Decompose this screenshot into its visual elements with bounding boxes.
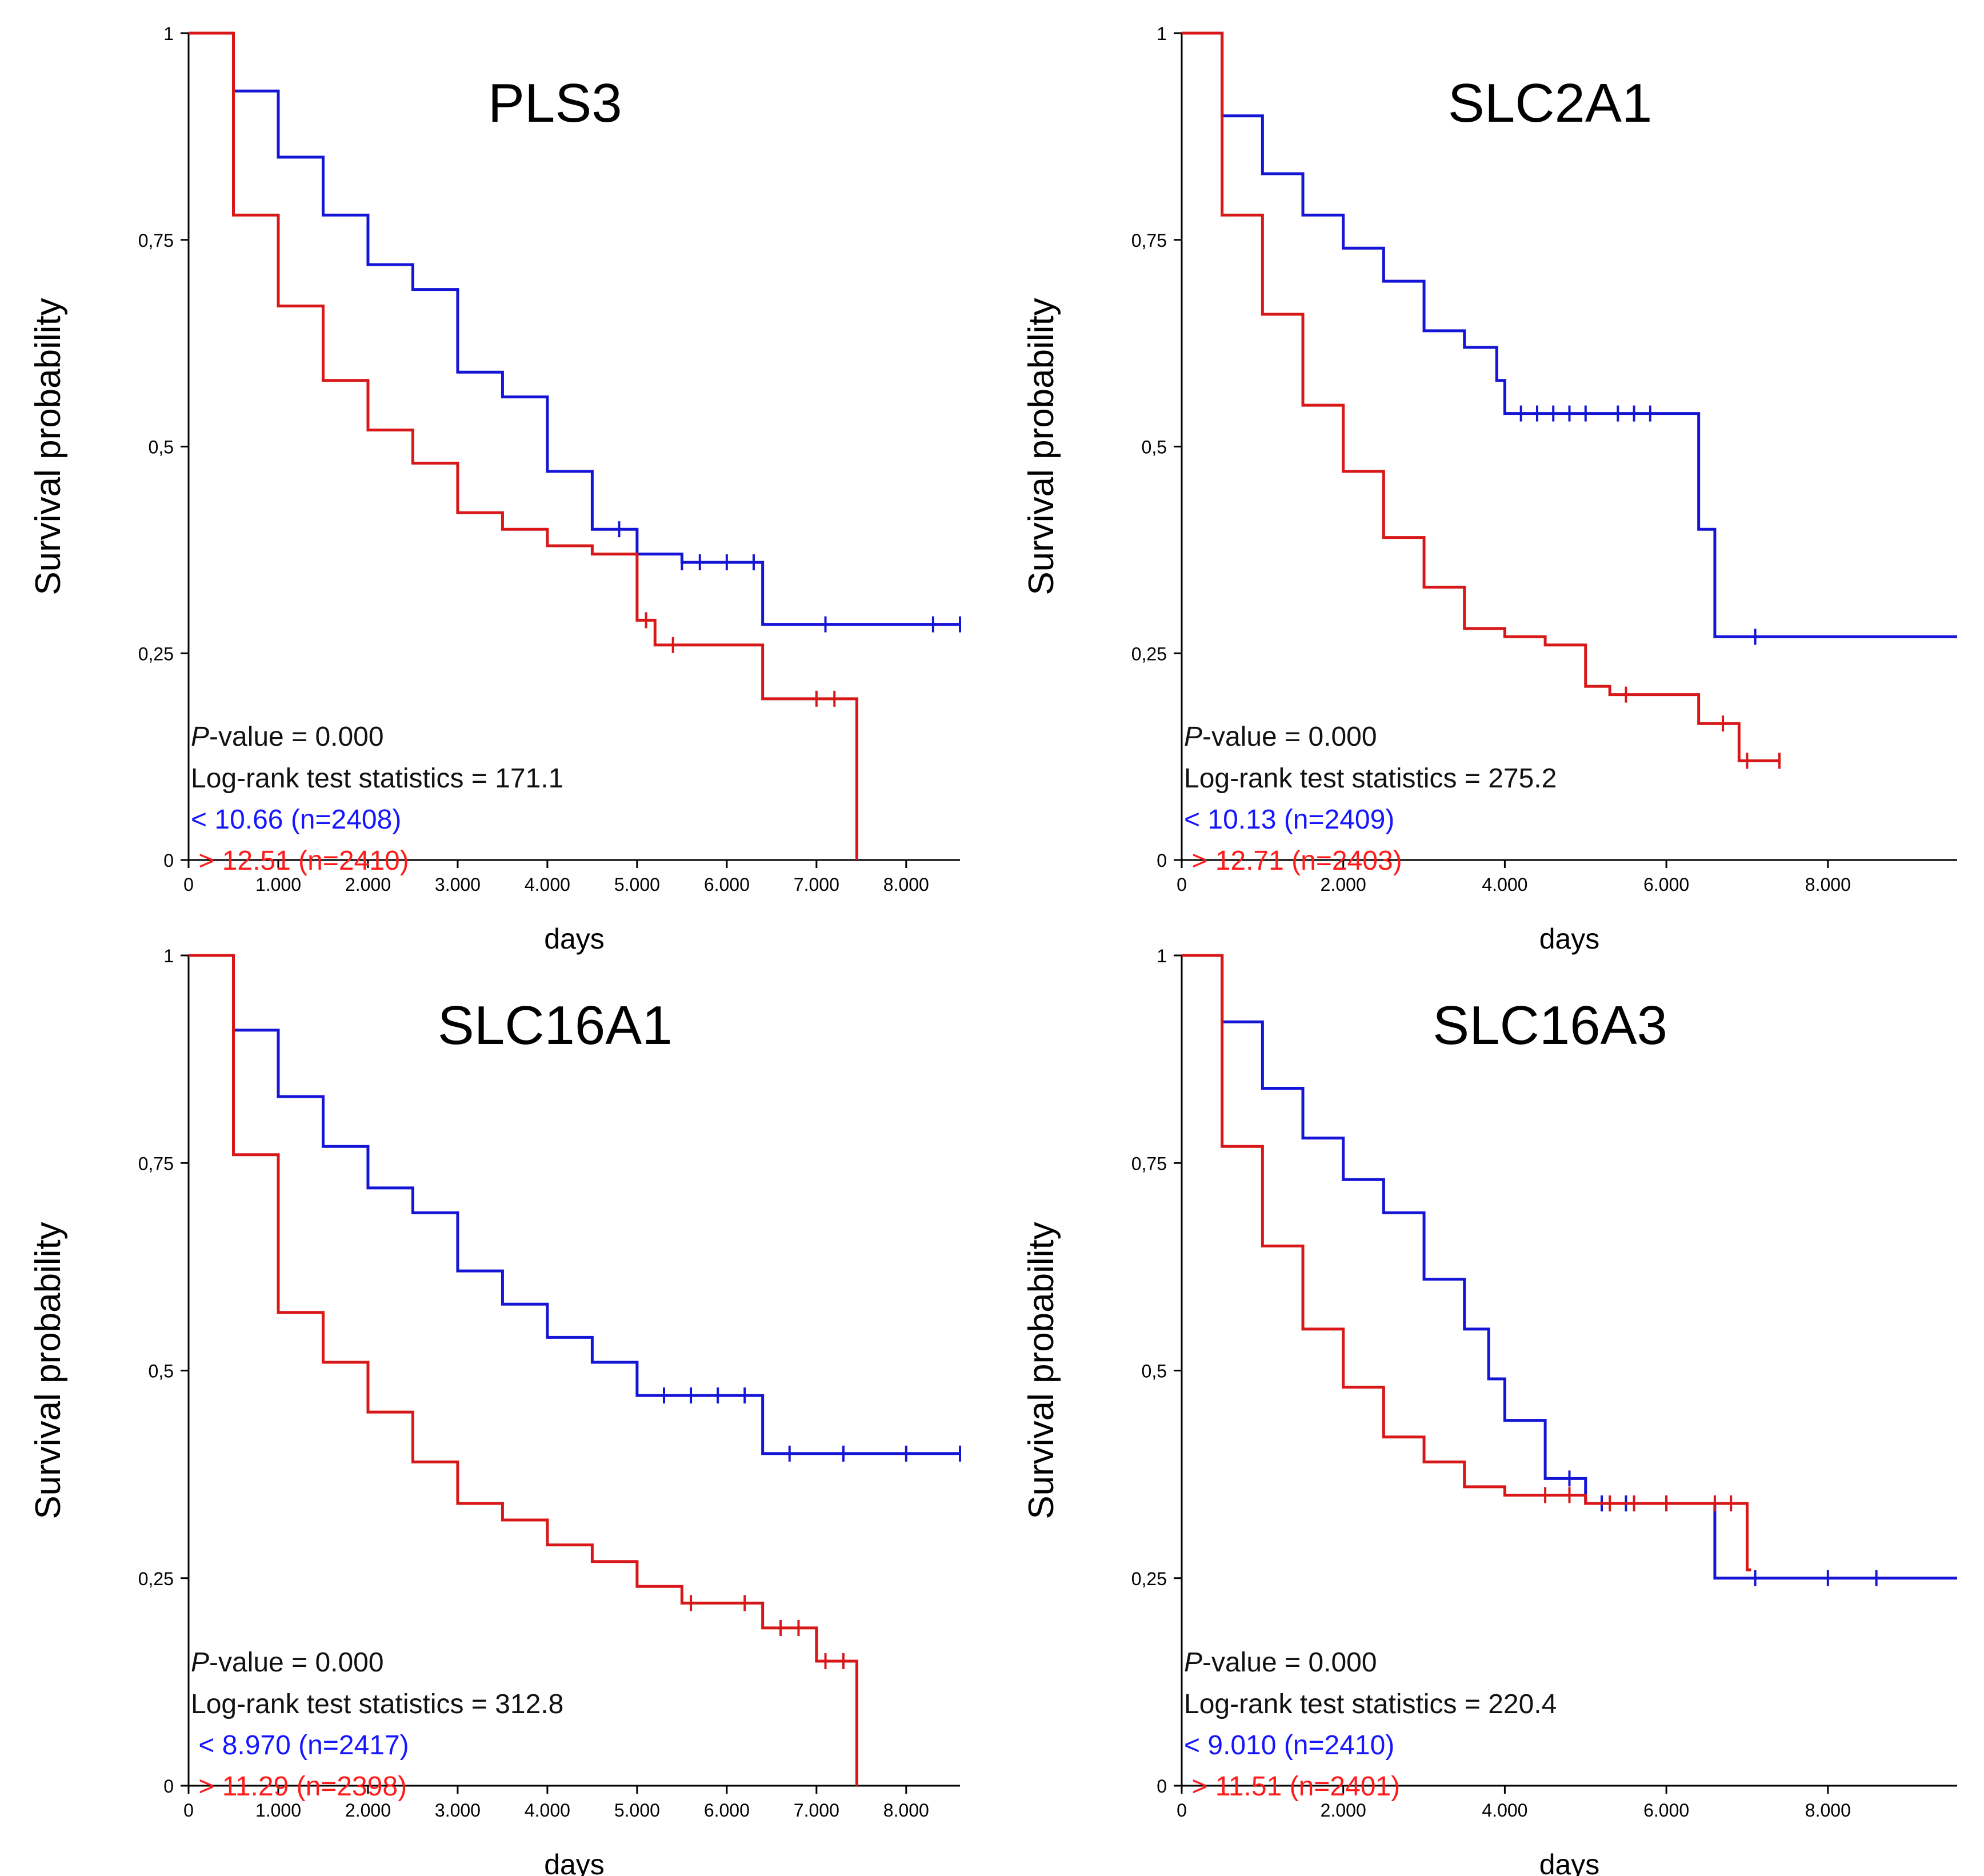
x-tick-label: 0 [1177,874,1187,895]
y-tick-label: 0,5 [149,437,174,458]
x-tick-label: 6.000 [1643,1800,1689,1821]
pvalue-text: P-value = 0.000 [1184,722,1377,752]
x-tick-label: 7.000 [794,874,839,895]
x-tick-label: 6.000 [704,874,750,895]
y-tick-label: 0,25 [1131,1569,1167,1589]
x-tick-label: 4.000 [525,874,570,895]
y-axis-label: Survival probability [1022,1222,1061,1519]
x-axis-label: days [1539,923,1600,955]
x-axis-label: days [544,1849,605,1876]
y-tick-label: 0,25 [138,1569,174,1589]
x-tick-label: 3.000 [435,1800,481,1821]
x-tick-label: 4.000 [525,1800,570,1821]
series-line-high [189,954,858,1786]
logrank-text: Log-rank test statistics = 220.4 [1184,1689,1557,1719]
x-tick-label: 6.000 [704,1800,750,1821]
x-tick-label: 5.000 [614,1800,660,1821]
x-tick-label: 5.000 [614,874,660,895]
pvalue-text: P-value = 0.000 [191,1647,384,1678]
y-tick-label: 0 [1157,850,1167,871]
x-tick-label: 2.000 [345,1800,391,1821]
x-tick-label: 2.000 [345,874,391,895]
x-tick-label: 2.000 [1321,1800,1366,1821]
chart-title: SLC16A1 [438,995,673,1056]
legend-low-expression: < 9.010 (n=2410) [1184,1730,1394,1761]
x-tick-label: 3.000 [435,874,481,895]
y-tick-label: 0,75 [1131,230,1167,251]
x-axis-label: days [544,923,605,955]
pvalue-text: P-value = 0.000 [191,722,384,752]
x-tick-label: 1.000 [255,874,301,895]
y-tick-label: 0 [163,850,174,871]
y-tick-label: 0,5 [1142,1361,1167,1382]
km-panel-1: 0 0,25 0,5 0,75 1 0 1.000 2.000 3.000 4.000 5.000 6… [29,23,961,955]
legend-high-expression: > 11.29 (n=2398) [191,1771,407,1802]
y-axis-label: Survival probability [1022,298,1061,595]
y-tick-label: 0 [163,1776,174,1797]
legend-high-expression: > 12.51 (n=2410) [191,846,409,876]
y-tick-label: 1 [1157,23,1167,44]
chart-title: PLS3 [488,73,622,134]
series-line-high [1182,954,1751,1571]
x-tick-label: 0 [183,874,194,895]
pvalue-text: P-value = 0.000 [1184,1647,1377,1678]
x-tick-label: 0 [183,1800,194,1821]
x-tick-label: 8.000 [1805,1800,1851,1821]
y-tick-label: 1 [1157,946,1167,966]
x-tick-label: 1.000 [255,1800,301,1821]
legend-low-expression: < 10.13 (n=2409) [1184,805,1394,835]
chart-title: SLC16A3 [1433,995,1667,1056]
x-tick-label: 4.000 [1482,874,1527,895]
x-tick-label: 0 [1177,1800,1187,1821]
y-tick-label: 0,75 [1131,1153,1167,1174]
x-tick-label: 7.000 [794,1800,839,1821]
x-axis-label: days [1539,1849,1600,1876]
x-tick-label: 6.000 [1643,874,1689,895]
y-axis-label: Survival probability [29,298,68,595]
y-tick-label: 0,5 [149,1361,174,1382]
km-panel-4: 0 0,25 0,5 0,75 1 0 2.000 4.000 6.000 8.000 days Su… [1022,946,1957,1876]
series-line-high [1182,31,1780,762]
legend-low-expression: < 8.970 (n=2417) [191,1730,409,1761]
y-tick-label: 1 [163,23,174,44]
x-tick-label: 8.000 [883,874,929,895]
y-tick-label: 0,25 [1131,643,1167,664]
logrank-text: Log-rank test statistics = 171.1 [191,763,563,794]
x-tick-label: 8.000 [1805,874,1851,895]
km-panel-2: 0 0,25 0,5 0,75 1 0 2.000 4.000 6.000 8.000 days Su… [1022,23,1957,955]
x-tick-label: 2.000 [1321,874,1366,895]
y-tick-label: 0,75 [138,1153,174,1174]
series-line-low [189,954,960,1455]
logrank-text: Log-rank test statistics = 275.2 [1184,763,1557,794]
x-tick-label: 4.000 [1482,1800,1527,1821]
y-tick-label: 0,25 [138,643,174,664]
y-axis-label: Survival probability [29,1222,68,1519]
series-line-high [189,31,858,860]
logrank-text: Log-rank test statistics = 312.8 [191,1689,563,1719]
legend-high-expression: > 11.51 (n=2401) [1184,1771,1400,1802]
y-tick-label: 1 [163,946,174,966]
series-line-low [1182,954,1957,1580]
y-tick-label: 0,75 [138,230,174,251]
y-tick-label: 0,5 [1142,437,1167,458]
y-tick-label: 0 [1157,1776,1167,1797]
legend-low-expression: < 10.66 (n=2408) [191,805,401,835]
x-tick-label: 8.000 [883,1800,929,1821]
chart-title: SLC2A1 [1448,73,1653,134]
legend-high-expression: > 12.71 (n=2403) [1184,846,1402,876]
series-line-low [1182,31,1957,638]
km-panel-3: 0 0,25 0,5 0,75 1 0 1.000 2.000 3.000 4.000 5.000 6… [29,946,961,1876]
